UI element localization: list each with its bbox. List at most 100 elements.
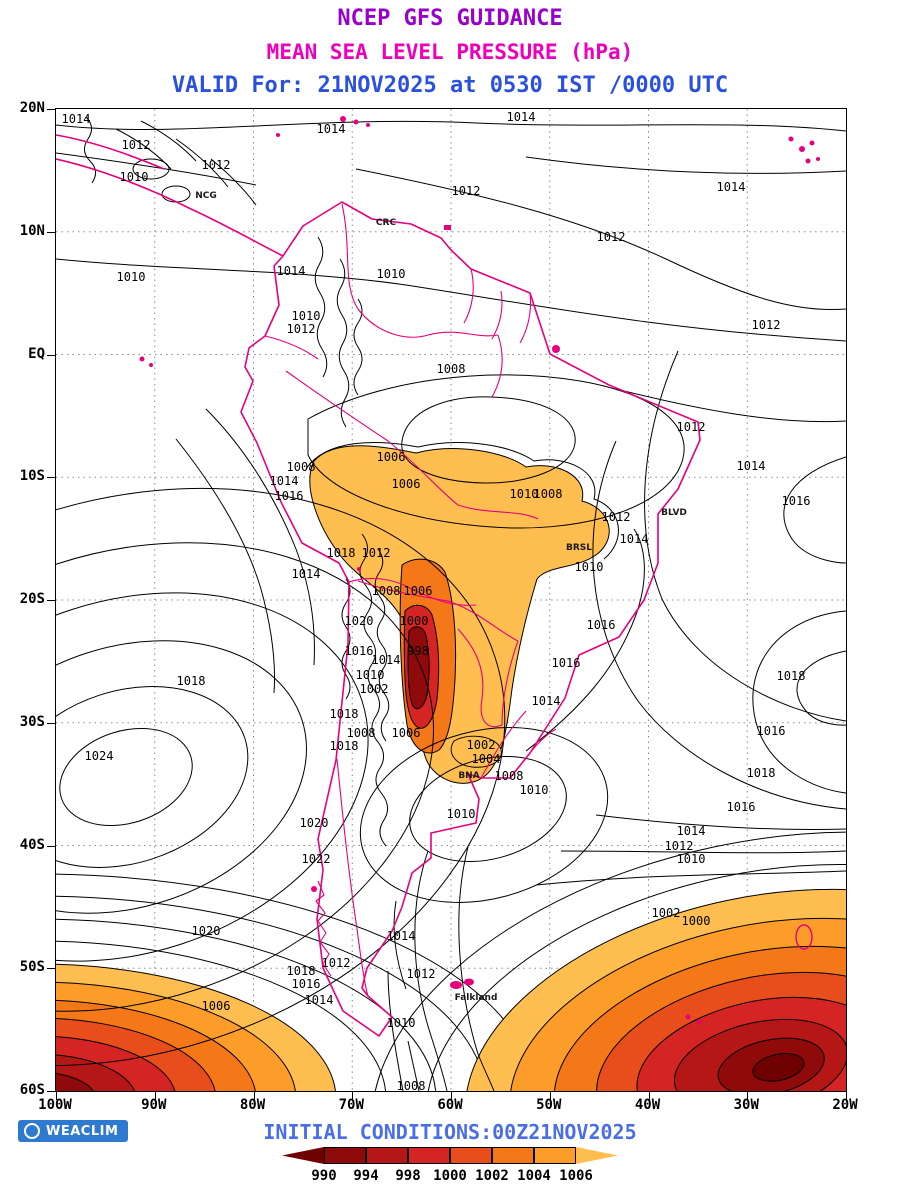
lon-axis-label: 40W <box>634 1097 661 1113</box>
contour-label: 1020 <box>299 816 329 830</box>
contour-label: 1010 <box>116 270 146 284</box>
axis-tick <box>253 1091 255 1100</box>
contour-label: 1006 <box>391 726 421 740</box>
lat-axis-label: 10S <box>19 468 45 485</box>
contour-label: 1010 <box>446 807 476 821</box>
lat-axis: 20N 10N EQ 10S 20S 30S 40S 50S 60S <box>0 100 50 1098</box>
contour-label: 1014 <box>291 567 321 581</box>
contour-label: 1012 <box>601 510 631 524</box>
contour-label: 1020 <box>344 614 374 628</box>
legend-color-segment <box>282 1147 324 1164</box>
contour-label: 1014 <box>276 264 306 278</box>
contour-label: 1018 <box>286 964 316 978</box>
axis-tick <box>56 1091 57 1100</box>
contour-label: 1012 <box>321 956 351 970</box>
axis-tick <box>47 109 56 110</box>
contour-label: 1018 <box>329 707 359 721</box>
contour-label: 1016 <box>781 494 811 508</box>
legend-value-label: 998 <box>395 1168 421 1184</box>
contour-label: 1006 <box>201 999 231 1013</box>
lat-axis-label: EQ <box>28 345 45 362</box>
page-title: NCEP GFS GUIDANCE <box>337 6 563 31</box>
contour-label: 1014 <box>316 122 346 136</box>
contour-label: 1002 <box>359 682 389 696</box>
axis-tick <box>451 1091 452 1100</box>
place-label: BRSL <box>565 543 593 553</box>
contour-label: 1014 <box>304 993 334 1007</box>
contour-label: 1010 <box>676 852 706 866</box>
contour-label: 1018 <box>176 674 206 688</box>
legend-value-label: 1004 <box>517 1168 551 1184</box>
contour-label: 1008 <box>396 1079 426 1093</box>
legend-value-label: 1000 <box>433 1168 467 1184</box>
contour-label: 1024 <box>84 749 114 763</box>
contour-label: 1008 <box>346 726 376 740</box>
contour-label: 1012 <box>121 138 151 152</box>
legend-color-segment <box>324 1147 366 1164</box>
contour-label: 1012 <box>596 230 626 244</box>
contour-label: 1016 <box>586 618 616 632</box>
axis-tick <box>47 600 56 601</box>
legend-value-label: 990 <box>311 1168 337 1184</box>
contour-label: 1010 <box>509 487 539 501</box>
axis-tick <box>846 1091 847 1100</box>
contour-label: 1006 <box>403 584 433 598</box>
legend-color-bar <box>282 1147 618 1164</box>
weaclim-logo-icon <box>24 1123 40 1139</box>
axis-tick <box>47 722 56 724</box>
coastlines <box>56 116 820 1037</box>
lon-axis-label: 60W <box>437 1097 463 1113</box>
place-label: BLVD <box>661 508 687 518</box>
lat-axis-label: 10N <box>19 222 45 239</box>
contour-label: 1012 <box>664 839 694 853</box>
contour-label: 1016 <box>291 977 321 991</box>
legend-value-label: 1006 <box>559 1168 593 1184</box>
place-label: Falkland <box>454 993 498 1003</box>
legend-value-label: 994 <box>353 1168 379 1184</box>
lon-axis-label: 20W <box>832 1097 858 1113</box>
contour-label: 1014 <box>506 110 536 124</box>
contour-label: 1010 <box>386 1016 416 1030</box>
axis-tick <box>47 477 56 479</box>
contour-label: 1016 <box>344 644 374 658</box>
contour-label: 1000 <box>681 914 711 928</box>
legend-color-segment <box>492 1147 534 1164</box>
axis-tick <box>47 968 56 970</box>
contour-label: 1016 <box>551 656 581 670</box>
axis-tick <box>47 845 56 847</box>
contour-label: 1014 <box>386 929 416 943</box>
legend-color-segment <box>450 1147 492 1164</box>
contour-label: 1014 <box>371 653 401 667</box>
axis-tick <box>747 1091 749 1100</box>
contour-label: 1012 <box>201 158 231 172</box>
map-frame: 1014 1012 1012 1010 1014 1014 1012 1014 1012 1010… <box>47 108 847 1100</box>
contour-label: 1020 <box>191 924 221 938</box>
contour-label: 1006 <box>391 477 421 491</box>
contour-label: 998 <box>407 644 429 658</box>
contour-label: 1014 <box>736 459 766 473</box>
contour-label: 1010 <box>119 170 149 184</box>
lat-axis-label: 30S <box>19 713 45 730</box>
contour-label: 1004 <box>471 752 501 766</box>
weaclim-logo-text: WEACLIM <box>46 1123 119 1139</box>
contour-label: 1018 <box>326 546 356 560</box>
contour-label: 1008 <box>286 460 316 474</box>
central-low-shading <box>309 445 610 784</box>
axis-tick <box>47 354 56 356</box>
axis-tick <box>648 1091 650 1100</box>
weaclim-badge[interactable]: WEACLIM <box>18 1120 129 1142</box>
contour-label: 1016 <box>726 800 756 814</box>
se-low-contours <box>371 831 846 1091</box>
contour-label: 1014 <box>619 532 649 546</box>
contour-label: 1018 <box>776 669 806 683</box>
contour-label: 1006 <box>376 450 406 464</box>
lat-axis-label: 40S <box>19 836 45 853</box>
contour-label: 1018 <box>329 739 359 753</box>
lat-axis-label: 50S <box>19 959 45 976</box>
axis-tick <box>352 1091 354 1100</box>
country-borders <box>264 203 557 997</box>
contour-label: 1014 <box>716 180 746 194</box>
contour-label: 1010 <box>574 560 604 574</box>
contour-label: 1016 <box>756 724 786 738</box>
contour-label: 1012 <box>751 318 781 332</box>
